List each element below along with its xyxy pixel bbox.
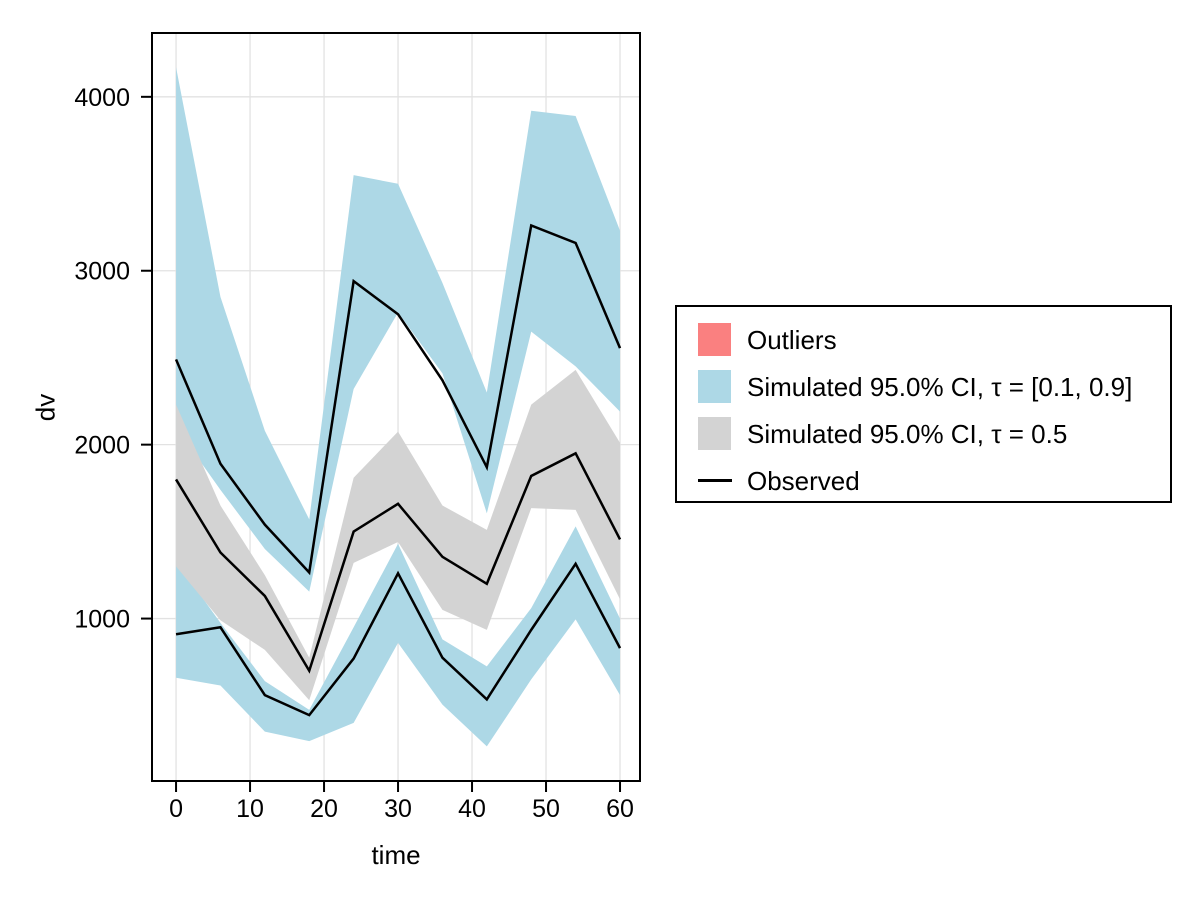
legend-label-sim-ci-quantiles: Simulated 95.0% CI, τ = [0.1, 0.9] xyxy=(747,371,1133,402)
x-axis-label: time xyxy=(371,840,421,870)
y-tick-label: 2000 xyxy=(74,432,130,460)
observed-line-upper-quantile xyxy=(174,223,622,576)
observed-line-swatch xyxy=(698,479,732,482)
legend-item-sim-ci-median: Simulated 95.0% CI, τ = 0.5 xyxy=(677,410,1170,457)
legend-box: Outliers Simulated 95.0% CI, τ = [0.1, 0… xyxy=(675,305,1172,503)
legend-label-observed: Observed xyxy=(747,465,860,496)
legend-label-outliers: Outliers xyxy=(747,324,837,355)
y-tick-label: 3000 xyxy=(74,258,130,286)
y-axis-label: dv xyxy=(30,393,61,422)
y-tick-label: 4000 xyxy=(74,84,130,112)
sim-ci-band-median xyxy=(176,369,621,701)
x-tick-label: 40 xyxy=(458,795,486,823)
legend-item-outliers: Outliers xyxy=(677,316,1170,363)
sim-ci-median-swatch xyxy=(698,417,731,450)
outliers-swatch xyxy=(698,323,731,356)
x-tick-label: 50 xyxy=(532,795,560,823)
observed-line-median xyxy=(174,451,622,674)
axis-ticks: 0 10 20 30 40 50 60 1000 2000 3000 4000 xyxy=(74,84,634,823)
x-tick-label: 0 xyxy=(169,795,183,823)
x-tick-label: 20 xyxy=(310,795,338,823)
x-tick-label: 10 xyxy=(236,795,264,823)
legend-item-sim-ci-quantiles: Simulated 95.0% CI, τ = [0.1, 0.9] xyxy=(677,363,1170,410)
x-tick-label: 30 xyxy=(384,795,412,823)
x-tick-label: 60 xyxy=(606,795,634,823)
y-tick-label: 1000 xyxy=(74,606,130,634)
sim-ci-band-lower-quantile xyxy=(176,526,621,747)
legend-label-sim-ci-median: Simulated 95.0% CI, τ = 0.5 xyxy=(747,418,1068,449)
legend-item-observed: Observed xyxy=(677,457,1170,504)
sim-ci-quantiles-swatch xyxy=(698,370,731,403)
plot-border xyxy=(151,32,641,782)
sim-ci-band-upper-quantile xyxy=(176,67,621,592)
observed-line-lower-quantile xyxy=(175,561,622,717)
